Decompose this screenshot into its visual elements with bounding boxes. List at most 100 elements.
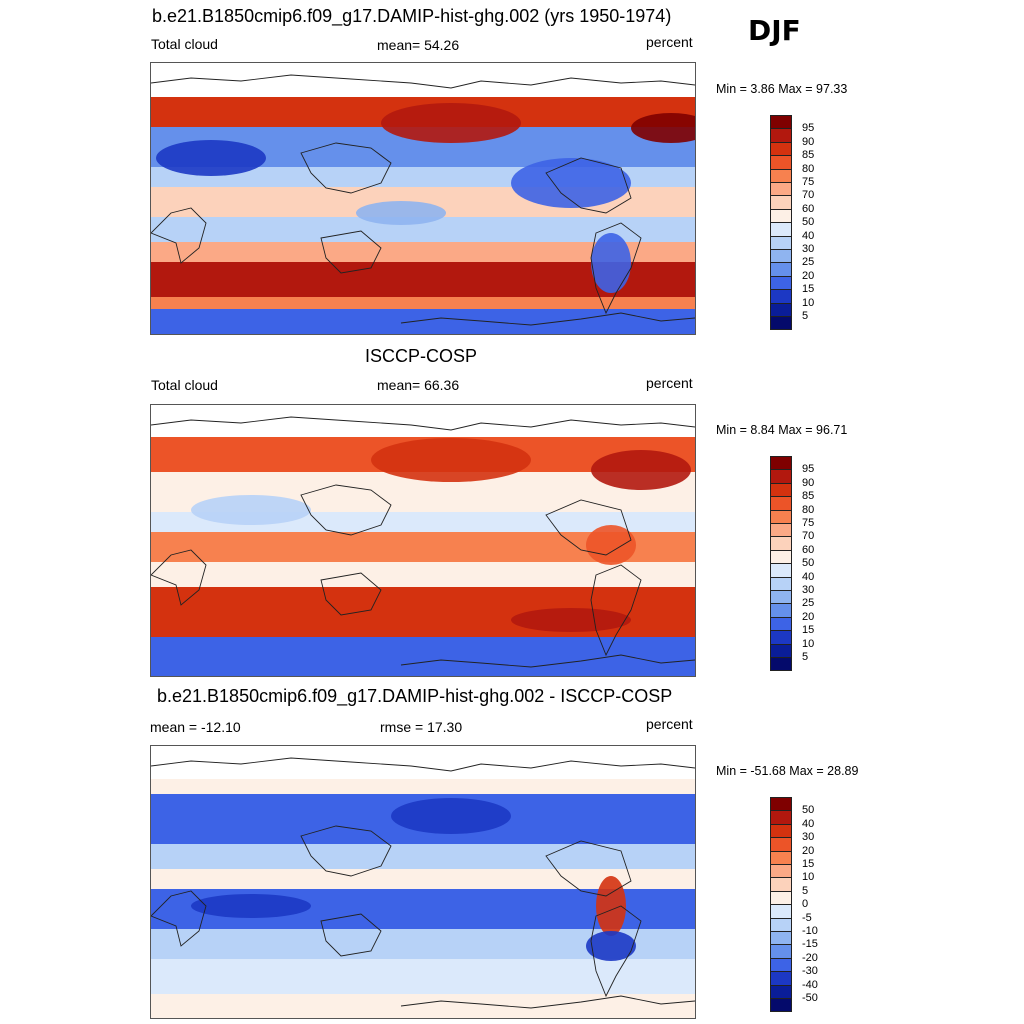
colorbar-box [770, 456, 792, 471]
colorbar-tick-label: 20 [802, 844, 815, 857]
season-label: DJF [748, 14, 801, 47]
colorbar-box [770, 590, 792, 605]
colorbar-tick-label: 15 [802, 858, 815, 870]
colorbar-tick-label: 20 [802, 269, 815, 282]
panel1-map [150, 62, 696, 335]
colorbar-tick-label: 50 [802, 216, 815, 229]
colorbar-tick-label: 30 [802, 243, 815, 255]
colorbar-box [770, 630, 792, 645]
colorbar-tick-label: 90 [802, 476, 815, 489]
panel3-title: b.e21.B1850cmip6.f09_g17.DAMIP-hist-ghg.… [157, 686, 673, 706]
colorbar-box [770, 971, 792, 986]
colorbar-box [770, 603, 792, 618]
colorbar-box [770, 168, 792, 183]
colorbar-tick-label: 5 [802, 310, 809, 322]
colorbar-box [770, 195, 792, 210]
panel2-mean-label: mean= 66.36 [377, 377, 460, 393]
colorbar-tick-label: 70 [802, 189, 815, 202]
colorbar-box [770, 837, 792, 852]
colorbar-box [770, 823, 792, 839]
colorbar-tick-label: 60 [802, 202, 815, 215]
colorbar-tick-label: 75 [802, 176, 815, 188]
colorbar-box [770, 141, 792, 157]
panel3-minmax: Min = -51.68 Max = 28.89 [716, 764, 859, 778]
colorbar-box [770, 235, 792, 250]
colorbar-tick-label: 10 [802, 637, 815, 650]
colorbar-box [770, 275, 792, 291]
colorbar-box [770, 797, 792, 812]
colorbar-box [770, 904, 792, 919]
colorbar-box [770, 482, 792, 498]
colorbar-tick-label: 70 [802, 530, 815, 543]
colorbar-tick-label: -10 [802, 925, 818, 937]
colorbar-box [770, 496, 792, 511]
colorbar-tick-label: 30 [802, 584, 815, 596]
colorbar-tick-label: 90 [802, 135, 815, 148]
colorbar-box [770, 302, 792, 317]
colorbar-tick-label: -40 [802, 978, 818, 991]
colorbar-box [770, 115, 792, 130]
colorbar-tick-label: -30 [802, 965, 818, 978]
colorbar-box [770, 289, 792, 304]
colorbar-box [770, 182, 792, 197]
colorbar-box [770, 155, 792, 170]
panel3-units-label: percent [646, 716, 693, 732]
colorbar-tick-label: 15 [802, 624, 815, 637]
colorbar-tick-label: 10 [802, 871, 815, 884]
colorbar-box [770, 864, 792, 879]
colorbar-tick-label: 5 [802, 884, 809, 897]
colorbar-tick-label: 0 [802, 898, 809, 911]
colorbar-tick-label: 25 [802, 256, 815, 269]
panel2-title: ISCCP-COSP [365, 346, 478, 366]
colorbar-box [770, 657, 792, 672]
colorbar-tick-label: -15 [802, 938, 818, 951]
panel2-map [150, 404, 696, 677]
colorbar-box [770, 917, 792, 932]
colorbar-box [770, 810, 792, 825]
colorbar-tick-label: 40 [802, 570, 815, 583]
colorbar-tick-label: 10 [802, 296, 815, 309]
panel2-units-label: percent [646, 375, 693, 391]
panel1-units-label: percent [646, 34, 693, 50]
colorbar-tick-label: 30 [802, 831, 815, 844]
colorbar-box [770, 523, 792, 538]
colorbar-box [770, 128, 792, 143]
panel1-minmax: Min = 3.86 Max = 97.33 [716, 82, 848, 96]
colorbar-box [770, 877, 792, 892]
colorbar-box [770, 509, 792, 524]
colorbar-box [770, 208, 792, 224]
colorbar-tick-label: 20 [802, 610, 815, 623]
colorbar-box [770, 222, 792, 237]
colorbar-box [770, 931, 792, 946]
colorbar-box [770, 957, 792, 973]
panel3-map [150, 745, 696, 1019]
colorbar-tick-label: 80 [802, 162, 815, 175]
colorbar-tick-label: -50 [802, 992, 818, 1004]
colorbar-box [770, 576, 792, 591]
colorbar-tick-label: 25 [802, 597, 815, 610]
colorbar-box [770, 316, 792, 331]
colorbar-box [770, 850, 792, 865]
panel2-minmax: Min = 8.84 Max = 96.71 [716, 423, 848, 437]
colorbar-tick-label: 40 [802, 817, 815, 830]
colorbar-tick-label: -5 [802, 911, 812, 924]
colorbar-tick-label: 85 [802, 490, 815, 503]
panel2-variable-label: Total cloud [151, 377, 218, 393]
colorbar-box [770, 249, 792, 264]
colorbar-tick-label: -20 [802, 951, 818, 964]
colorbar-box [770, 643, 792, 658]
panel1-mean-label: mean= 54.26 [377, 37, 460, 53]
colorbar-box [770, 890, 792, 906]
panel3-rmse-label: rmse = 17.30 [380, 719, 463, 735]
panel1-variable-label: Total cloud [151, 36, 218, 52]
colorbar-tick-label: 50 [802, 804, 815, 817]
colorbar-tick-label: 5 [802, 651, 809, 663]
colorbar-box [770, 536, 792, 551]
colorbar-tick-label: 95 [802, 122, 815, 135]
colorbar-box [770, 549, 792, 565]
colorbar-tick-label: 85 [802, 149, 815, 162]
colorbar-box [770, 469, 792, 484]
colorbar-tick-label: 95 [802, 463, 815, 476]
panel3-mean-label: mean = -12.10 [150, 719, 241, 735]
colorbar-box [770, 563, 792, 578]
